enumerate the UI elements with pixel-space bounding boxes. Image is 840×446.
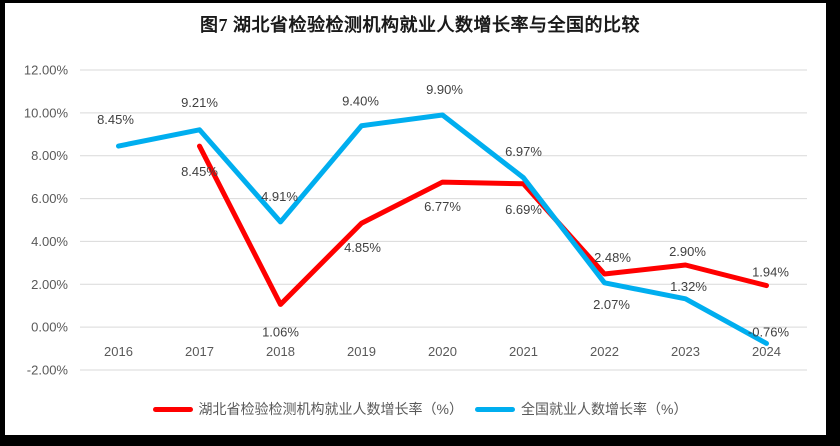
legend-item-national: 全国就业人数增长率（%） (475, 399, 687, 419)
chart-background (5, 3, 826, 435)
x-axis-year-label: 2018 (266, 344, 295, 359)
y-axis-tick-label: 6.00% (31, 191, 68, 206)
y-axis-tick-label: 12.00% (24, 63, 69, 78)
national-data-label: 1.32% (670, 279, 707, 294)
national-data-label: 2.07% (593, 297, 630, 312)
hubei-data-label: 1.06% (262, 324, 299, 339)
y-axis-tick-label: 2.00% (31, 277, 68, 292)
legend-item-hubei: 湖北省检验检测机构就业人数增长率（%） (152, 399, 463, 419)
hubei-data-label: 4.85% (344, 240, 381, 255)
hubei-data-label: 2.48% (594, 250, 631, 265)
x-axis-year-label: 2024 (752, 344, 781, 359)
x-axis-year-label: 2022 (590, 344, 619, 359)
hubei-data-label: 1.94% (752, 265, 789, 280)
national-series-line-swatch-icon (475, 406, 515, 412)
national-data-label: -0.76% (748, 324, 790, 339)
hubei-data-label: 6.77% (424, 199, 461, 214)
y-axis-tick-label: 0.00% (31, 320, 68, 335)
hubei-series-line (197, 143, 769, 307)
national-data-label: 4.91% (261, 189, 298, 204)
hubei-data-label: 8.45% (181, 164, 218, 179)
x-axis-year-label: 2017 (185, 344, 214, 359)
legend-label-hubei: 湖北省检验检测机构就业人数增长率（%） (198, 401, 463, 417)
x-axis-year-label: 2019 (347, 344, 376, 359)
chart-legend: 湖北省检验检测机构就业人数增长率（%） 全国就业人数增长率（%） (0, 396, 840, 422)
y-axis-tick-label: 8.00% (31, 148, 68, 163)
hubei-series-line-swatch-icon (152, 406, 193, 412)
y-axis-tick-label: -2.00% (27, 363, 69, 378)
chart-title: 图7 湖北省检验检测机构就业人数增长率与全国的比较 (200, 15, 640, 35)
legend-label-national: 全国就业人数增长率（%） (521, 401, 688, 417)
hubei-data-label: 6.69% (505, 202, 542, 217)
national-data-label: 6.97% (505, 144, 542, 159)
x-axis-year-label: 2016 (104, 344, 133, 359)
x-axis-year-label: 2020 (428, 344, 457, 359)
national-data-label: 9.90% (426, 82, 463, 97)
x-axis-year-label: 2023 (671, 344, 700, 359)
y-axis-tick-label: 10.00% (24, 105, 69, 120)
national-data-label: 9.21% (181, 95, 218, 110)
national-data-label: 8.45% (97, 112, 134, 127)
national-data-label: 9.40% (342, 94, 379, 109)
x-axis-year-label: 2021 (509, 344, 538, 359)
y-axis-tick-label: 4.00% (31, 234, 68, 249)
national-series-line (116, 112, 769, 346)
hubei-data-label: 2.90% (669, 244, 706, 259)
